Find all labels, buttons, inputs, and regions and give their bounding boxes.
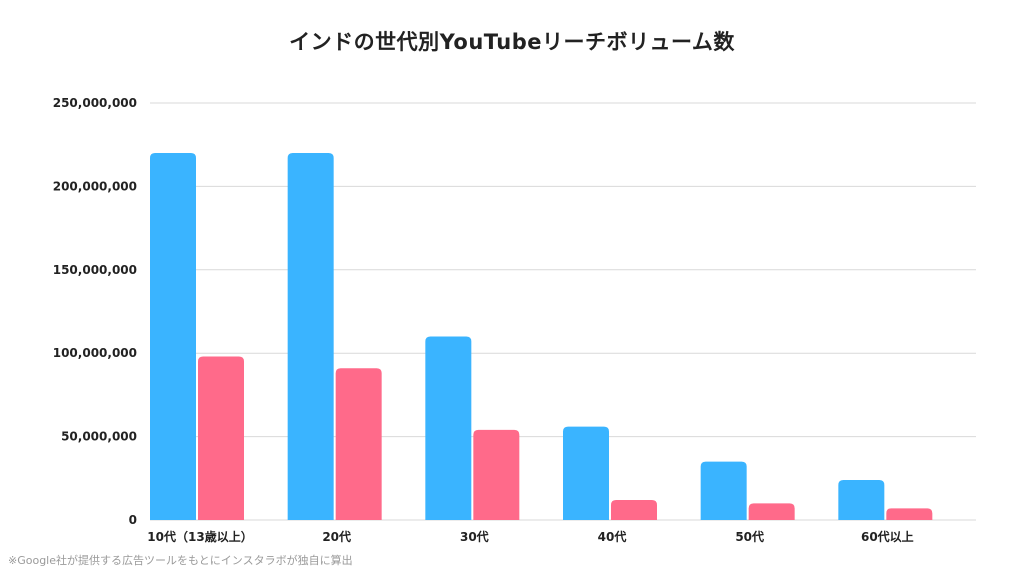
bar-series-2-6	[886, 508, 933, 520]
source-footnote: ※Google社が提供する広告ツールをもとにインスタラボが独自に算出	[8, 554, 353, 567]
bar-series-2-3	[473, 429, 520, 520]
bar-series-1-2	[287, 153, 334, 521]
bar-series-2-2	[335, 368, 382, 520]
y-tick-label: 200,000,000	[53, 179, 137, 193]
x-category-label: 50代	[735, 529, 764, 544]
y-tick-label: 0	[129, 513, 137, 527]
bar-series-1-1	[150, 153, 196, 521]
y-tick-label: 150,000,000	[53, 263, 137, 277]
bar-series-1-6	[838, 479, 885, 520]
x-category-label: 20代	[322, 529, 351, 544]
x-category-label: 40代	[598, 529, 627, 544]
bar-series-2-5	[748, 503, 795, 520]
y-tick-label: 100,000,000	[53, 346, 137, 360]
bars	[150, 153, 933, 521]
bar-series-2-4	[611, 499, 657, 520]
chart-title: インドの世代別YouTubeリーチボリューム数	[289, 30, 735, 54]
bar-series-1-5	[700, 461, 747, 520]
x-category-label: 30代	[460, 529, 489, 544]
x-category-label: 60代以上	[861, 529, 914, 544]
y-tick-label: 50,000,000	[61, 430, 137, 444]
x-category-label: 10代（13歳以上）	[147, 529, 252, 544]
bar-series-1-3	[425, 336, 472, 520]
bar-series-1-4	[563, 426, 609, 520]
y-tick-label: 250,000,000	[53, 96, 137, 110]
x-axis-category-labels: 10代（13歳以上） 20代 30代 40代 50代 60代以上	[147, 529, 913, 544]
y-axis-tick-labels: 0 50,000,000 100,000,000 150,000,000 200,000…	[53, 96, 137, 527]
bar-series-2-1	[198, 356, 244, 520]
